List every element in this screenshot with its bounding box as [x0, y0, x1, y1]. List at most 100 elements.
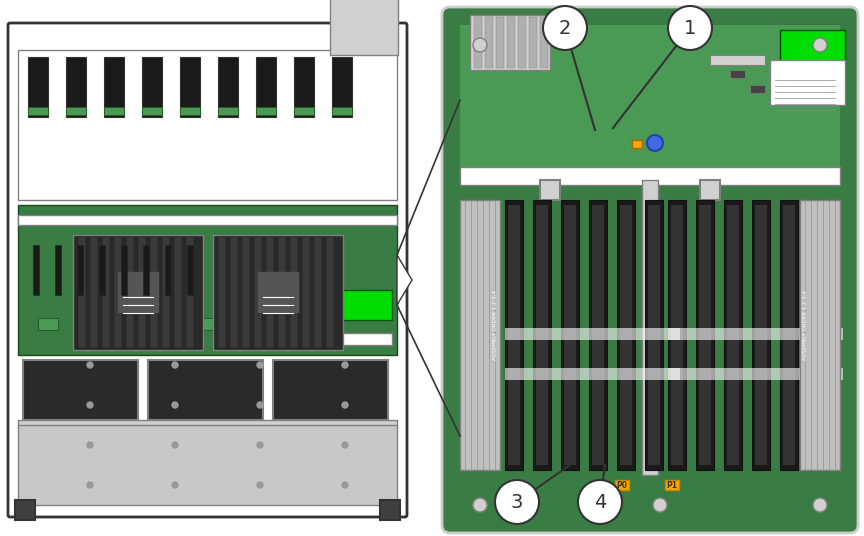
Bar [533, 200, 551, 470]
Bar [230, 237, 238, 348]
Bar [66, 57, 86, 117]
Bar [180, 57, 200, 117]
Bar [213, 235, 343, 350]
Bar [258, 272, 298, 312]
Bar [700, 180, 720, 200]
Bar [148, 318, 168, 330]
Bar [665, 480, 679, 490]
Bar [730, 70, 745, 78]
Bar [218, 57, 238, 117]
Bar [470, 15, 550, 70]
Circle shape [647, 135, 663, 151]
Bar [18, 205, 397, 355]
Bar [273, 360, 388, 420]
Bar [290, 237, 298, 348]
Bar [15, 500, 35, 520]
Bar [617, 200, 635, 470]
Bar [648, 205, 660, 465]
Circle shape [473, 38, 487, 52]
Bar [38, 318, 58, 330]
Circle shape [342, 442, 348, 448]
Bar [696, 200, 714, 470]
Bar [750, 85, 765, 93]
Text: 1: 1 [683, 19, 696, 38]
Bar [460, 25, 840, 180]
Bar [18, 50, 397, 200]
Circle shape [578, 480, 622, 524]
Circle shape [813, 38, 827, 52]
Bar [811, 205, 823, 465]
Bar [668, 200, 686, 470]
Bar [529, 17, 537, 68]
Bar [313, 318, 333, 330]
Bar [540, 180, 560, 200]
Bar [496, 17, 504, 68]
Bar [218, 107, 238, 115]
Circle shape [668, 6, 712, 50]
Bar [187, 245, 193, 295]
FancyBboxPatch shape [442, 7, 858, 533]
Bar [118, 272, 158, 312]
Bar [148, 360, 263, 420]
Bar [332, 57, 352, 117]
Circle shape [87, 362, 93, 368]
Bar [28, 57, 48, 117]
Bar [266, 237, 274, 348]
Bar [589, 200, 607, 470]
Bar [278, 237, 286, 348]
Bar [770, 60, 845, 105]
Bar [104, 107, 124, 115]
Circle shape [257, 482, 263, 488]
Circle shape [813, 498, 827, 512]
FancyBboxPatch shape [8, 23, 407, 517]
Bar [507, 17, 515, 68]
Bar [114, 237, 122, 348]
Bar [165, 245, 171, 295]
Bar [800, 200, 840, 470]
Bar [632, 140, 642, 148]
Text: ASSEMBLY ORDER 1,2,3,4: ASSEMBLY ORDER 1,2,3,4 [492, 290, 498, 360]
Bar [592, 205, 604, 465]
Bar [808, 200, 826, 470]
Bar [505, 328, 680, 340]
Circle shape [257, 442, 263, 448]
Bar [203, 318, 223, 330]
Circle shape [473, 498, 487, 512]
Circle shape [172, 402, 178, 408]
Bar [710, 55, 765, 65]
Circle shape [257, 362, 263, 368]
Bar [142, 57, 162, 117]
Bar [18, 425, 397, 505]
Bar [540, 17, 548, 68]
Text: 4: 4 [594, 493, 607, 511]
Circle shape [257, 402, 263, 408]
Bar [102, 237, 110, 348]
Bar [561, 200, 579, 470]
Bar [505, 200, 523, 470]
Bar [28, 107, 48, 115]
Bar [642, 180, 658, 475]
Bar [150, 237, 158, 348]
Bar [699, 205, 711, 465]
Bar [180, 107, 200, 115]
Circle shape [473, 498, 487, 512]
Circle shape [87, 442, 93, 448]
Circle shape [172, 482, 178, 488]
Bar [256, 107, 276, 115]
Bar [460, 200, 500, 470]
Bar [783, 205, 795, 465]
Bar [23, 360, 138, 420]
Bar [668, 368, 843, 380]
Bar [518, 17, 526, 68]
Bar [326, 237, 334, 348]
Bar [174, 237, 182, 348]
Circle shape [172, 442, 178, 448]
Bar [460, 167, 840, 185]
Bar [93, 318, 113, 330]
Bar [121, 245, 127, 295]
Bar [755, 205, 767, 465]
Circle shape [172, 362, 178, 368]
Text: 3: 3 [511, 493, 524, 511]
Bar [615, 480, 629, 490]
Bar [342, 290, 392, 320]
